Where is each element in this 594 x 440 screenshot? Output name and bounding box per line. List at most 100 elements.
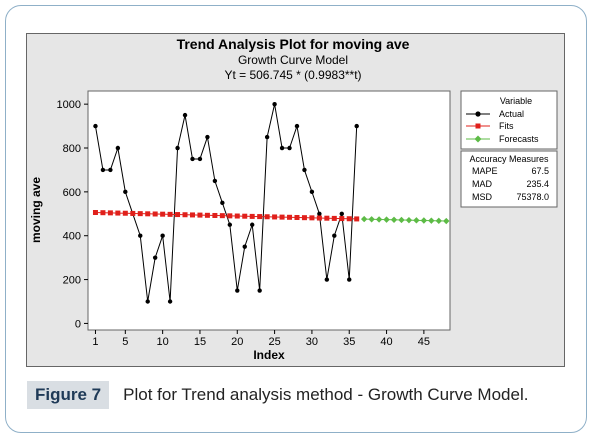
accuracy-mape-name: MAPE xyxy=(472,166,498,176)
actual-point xyxy=(93,123,98,129)
fits-point xyxy=(242,213,248,219)
actual-point xyxy=(332,233,337,238)
actual-point xyxy=(212,178,218,184)
x-tick-label: 45 xyxy=(418,336,430,348)
fits-point xyxy=(130,210,136,216)
forecasts-point xyxy=(420,217,428,224)
x-tick-label: 1 xyxy=(92,336,98,348)
fits-point xyxy=(107,210,113,216)
actual-point xyxy=(220,200,225,206)
actual-point xyxy=(227,222,233,227)
x-tick-label: 35 xyxy=(343,336,355,348)
fits-point xyxy=(212,212,218,218)
forecasts-point xyxy=(375,216,383,223)
actual-point xyxy=(272,101,277,107)
fits-point xyxy=(346,216,352,222)
actual-series-line xyxy=(94,104,358,302)
y-tick-label: 1000 xyxy=(57,99,81,111)
actual-point xyxy=(242,244,247,249)
fits-point xyxy=(316,215,322,221)
accuracy-title: Accuracy Measures xyxy=(469,154,549,164)
forecasts-point xyxy=(383,216,390,223)
accuracy-mape-value: 67.5 xyxy=(531,166,549,176)
fits-point xyxy=(182,212,188,218)
actual-point xyxy=(324,277,330,282)
actual-point xyxy=(160,233,165,238)
fits-point xyxy=(272,214,278,220)
actual-point xyxy=(317,211,322,216)
x-tick-label: 40 xyxy=(380,336,392,348)
fits-point xyxy=(234,213,240,219)
accuracy-msd-value: 75378.0 xyxy=(516,192,549,202)
fits-point xyxy=(301,215,307,221)
fits-point xyxy=(294,214,300,220)
forecasts-point xyxy=(398,216,405,224)
legend-entry-actual: Actual xyxy=(499,109,524,119)
fits-point xyxy=(339,216,345,222)
chart-title: Trend Analysis Plot for moving ave xyxy=(177,36,410,52)
actual-point xyxy=(182,112,188,118)
y-tick-label: 400 xyxy=(63,231,81,243)
y-tick-label: 600 xyxy=(63,187,81,199)
fits-point xyxy=(227,213,233,219)
figure-caption: Figure 7 Plot for Trend analysis method -… xyxy=(27,381,528,409)
fits-point xyxy=(197,212,203,218)
legend-title: Variable xyxy=(500,96,532,106)
fits-point xyxy=(219,213,225,219)
actual-point xyxy=(309,189,315,195)
y-tick-label: 0 xyxy=(75,318,81,330)
actual-point xyxy=(339,211,344,216)
x-tick-label: 30 xyxy=(306,336,318,348)
accuracy-mad-value: 235.4 xyxy=(526,179,549,189)
actual-point xyxy=(354,123,359,129)
fits-point xyxy=(331,215,337,221)
actual-point xyxy=(205,134,210,140)
accuracy-msd-name: MSD xyxy=(472,192,493,202)
fits-point xyxy=(287,214,293,220)
actual-point xyxy=(123,189,128,195)
actual-point xyxy=(190,156,195,162)
actual-point xyxy=(302,167,307,173)
actual-point xyxy=(115,145,121,151)
actual-point xyxy=(257,288,262,293)
fits-point xyxy=(100,210,106,216)
accuracy-measures: Accuracy Measures MAPE 67.5 MAD 235.4 MS… xyxy=(460,150,558,208)
actual-point xyxy=(145,299,150,304)
legend-entry-forecasts: Forecasts xyxy=(499,134,539,144)
actual-point xyxy=(167,299,173,304)
legend-actual-marker xyxy=(475,111,481,117)
fits-point xyxy=(249,213,255,219)
fits-point xyxy=(122,210,128,216)
x-tick-label: 5 xyxy=(122,336,128,348)
fits-point xyxy=(92,209,98,215)
actual-point xyxy=(279,145,285,151)
legend-forecasts-marker xyxy=(474,135,482,143)
fits-point xyxy=(145,211,151,217)
actual-point xyxy=(294,123,300,129)
actual-point xyxy=(287,145,292,151)
fits-point xyxy=(264,214,270,220)
accuracy-mad-name: MAD xyxy=(472,179,493,189)
legend-entry-fits: Fits xyxy=(499,121,514,131)
chart-subtitle: Growth Curve Model xyxy=(238,53,348,67)
fits-point xyxy=(309,215,315,221)
fits-point xyxy=(175,212,181,218)
forecasts-point xyxy=(428,217,435,224)
figure-caption-text: Plot for Trend analysis method - Growth … xyxy=(123,385,529,404)
forecasts-point xyxy=(405,216,413,224)
y-axis-label: moving ave xyxy=(29,177,43,243)
accuracy-box xyxy=(460,150,558,208)
fits-point xyxy=(115,210,121,216)
actual-point xyxy=(138,233,143,238)
actual-point xyxy=(152,255,158,260)
actual-point xyxy=(175,145,180,151)
fits-point xyxy=(160,211,166,217)
fits-point xyxy=(152,211,158,217)
forecasts-point xyxy=(413,217,420,224)
forecasts-point xyxy=(368,216,375,223)
actual-point xyxy=(347,277,352,282)
x-axis-label: Index xyxy=(253,348,285,362)
forecasts-point xyxy=(360,215,368,223)
forecasts-point xyxy=(443,217,450,225)
